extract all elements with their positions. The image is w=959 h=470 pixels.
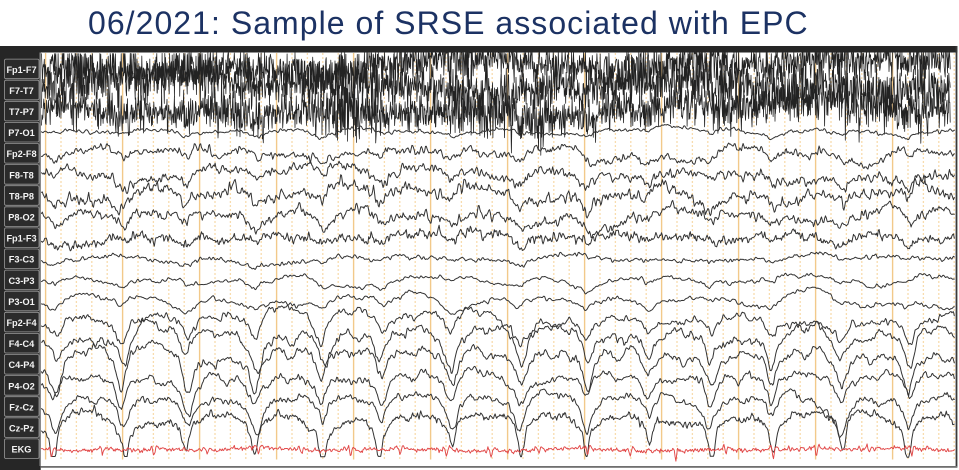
svg-text:Cz-Pz: Cz-Pz [9,424,34,434]
svg-text:C4-P4: C4-P4 [8,360,35,370]
svg-text:Fp2-F4: Fp2-F4 [6,318,37,328]
svg-text:EKG: EKG [12,445,32,455]
svg-text:F7-T7: F7-T7 [9,86,34,96]
svg-text:P8-O2: P8-O2 [8,213,35,223]
svg-text:F3-C3: F3-C3 [9,255,35,265]
svg-text:T8-P8: T8-P8 [9,191,34,201]
svg-text:Fz-Cz: Fz-Cz [9,402,34,412]
svg-text:C3-P3: C3-P3 [8,276,34,286]
svg-text:P7-O1: P7-O1 [8,128,35,138]
svg-text:P4-O2: P4-O2 [8,381,35,391]
svg-text:T7-P7: T7-P7 [9,107,34,117]
svg-text:Fp1-F3: Fp1-F3 [6,234,36,244]
svg-text:F8-T8: F8-T8 [9,170,34,180]
svg-text:F4-C4: F4-C4 [9,339,35,349]
svg-text:Fp2-F8: Fp2-F8 [6,149,36,159]
svg-text:Fp1-F7: Fp1-F7 [6,65,36,75]
svg-text:P3-O1: P3-O1 [8,297,35,307]
